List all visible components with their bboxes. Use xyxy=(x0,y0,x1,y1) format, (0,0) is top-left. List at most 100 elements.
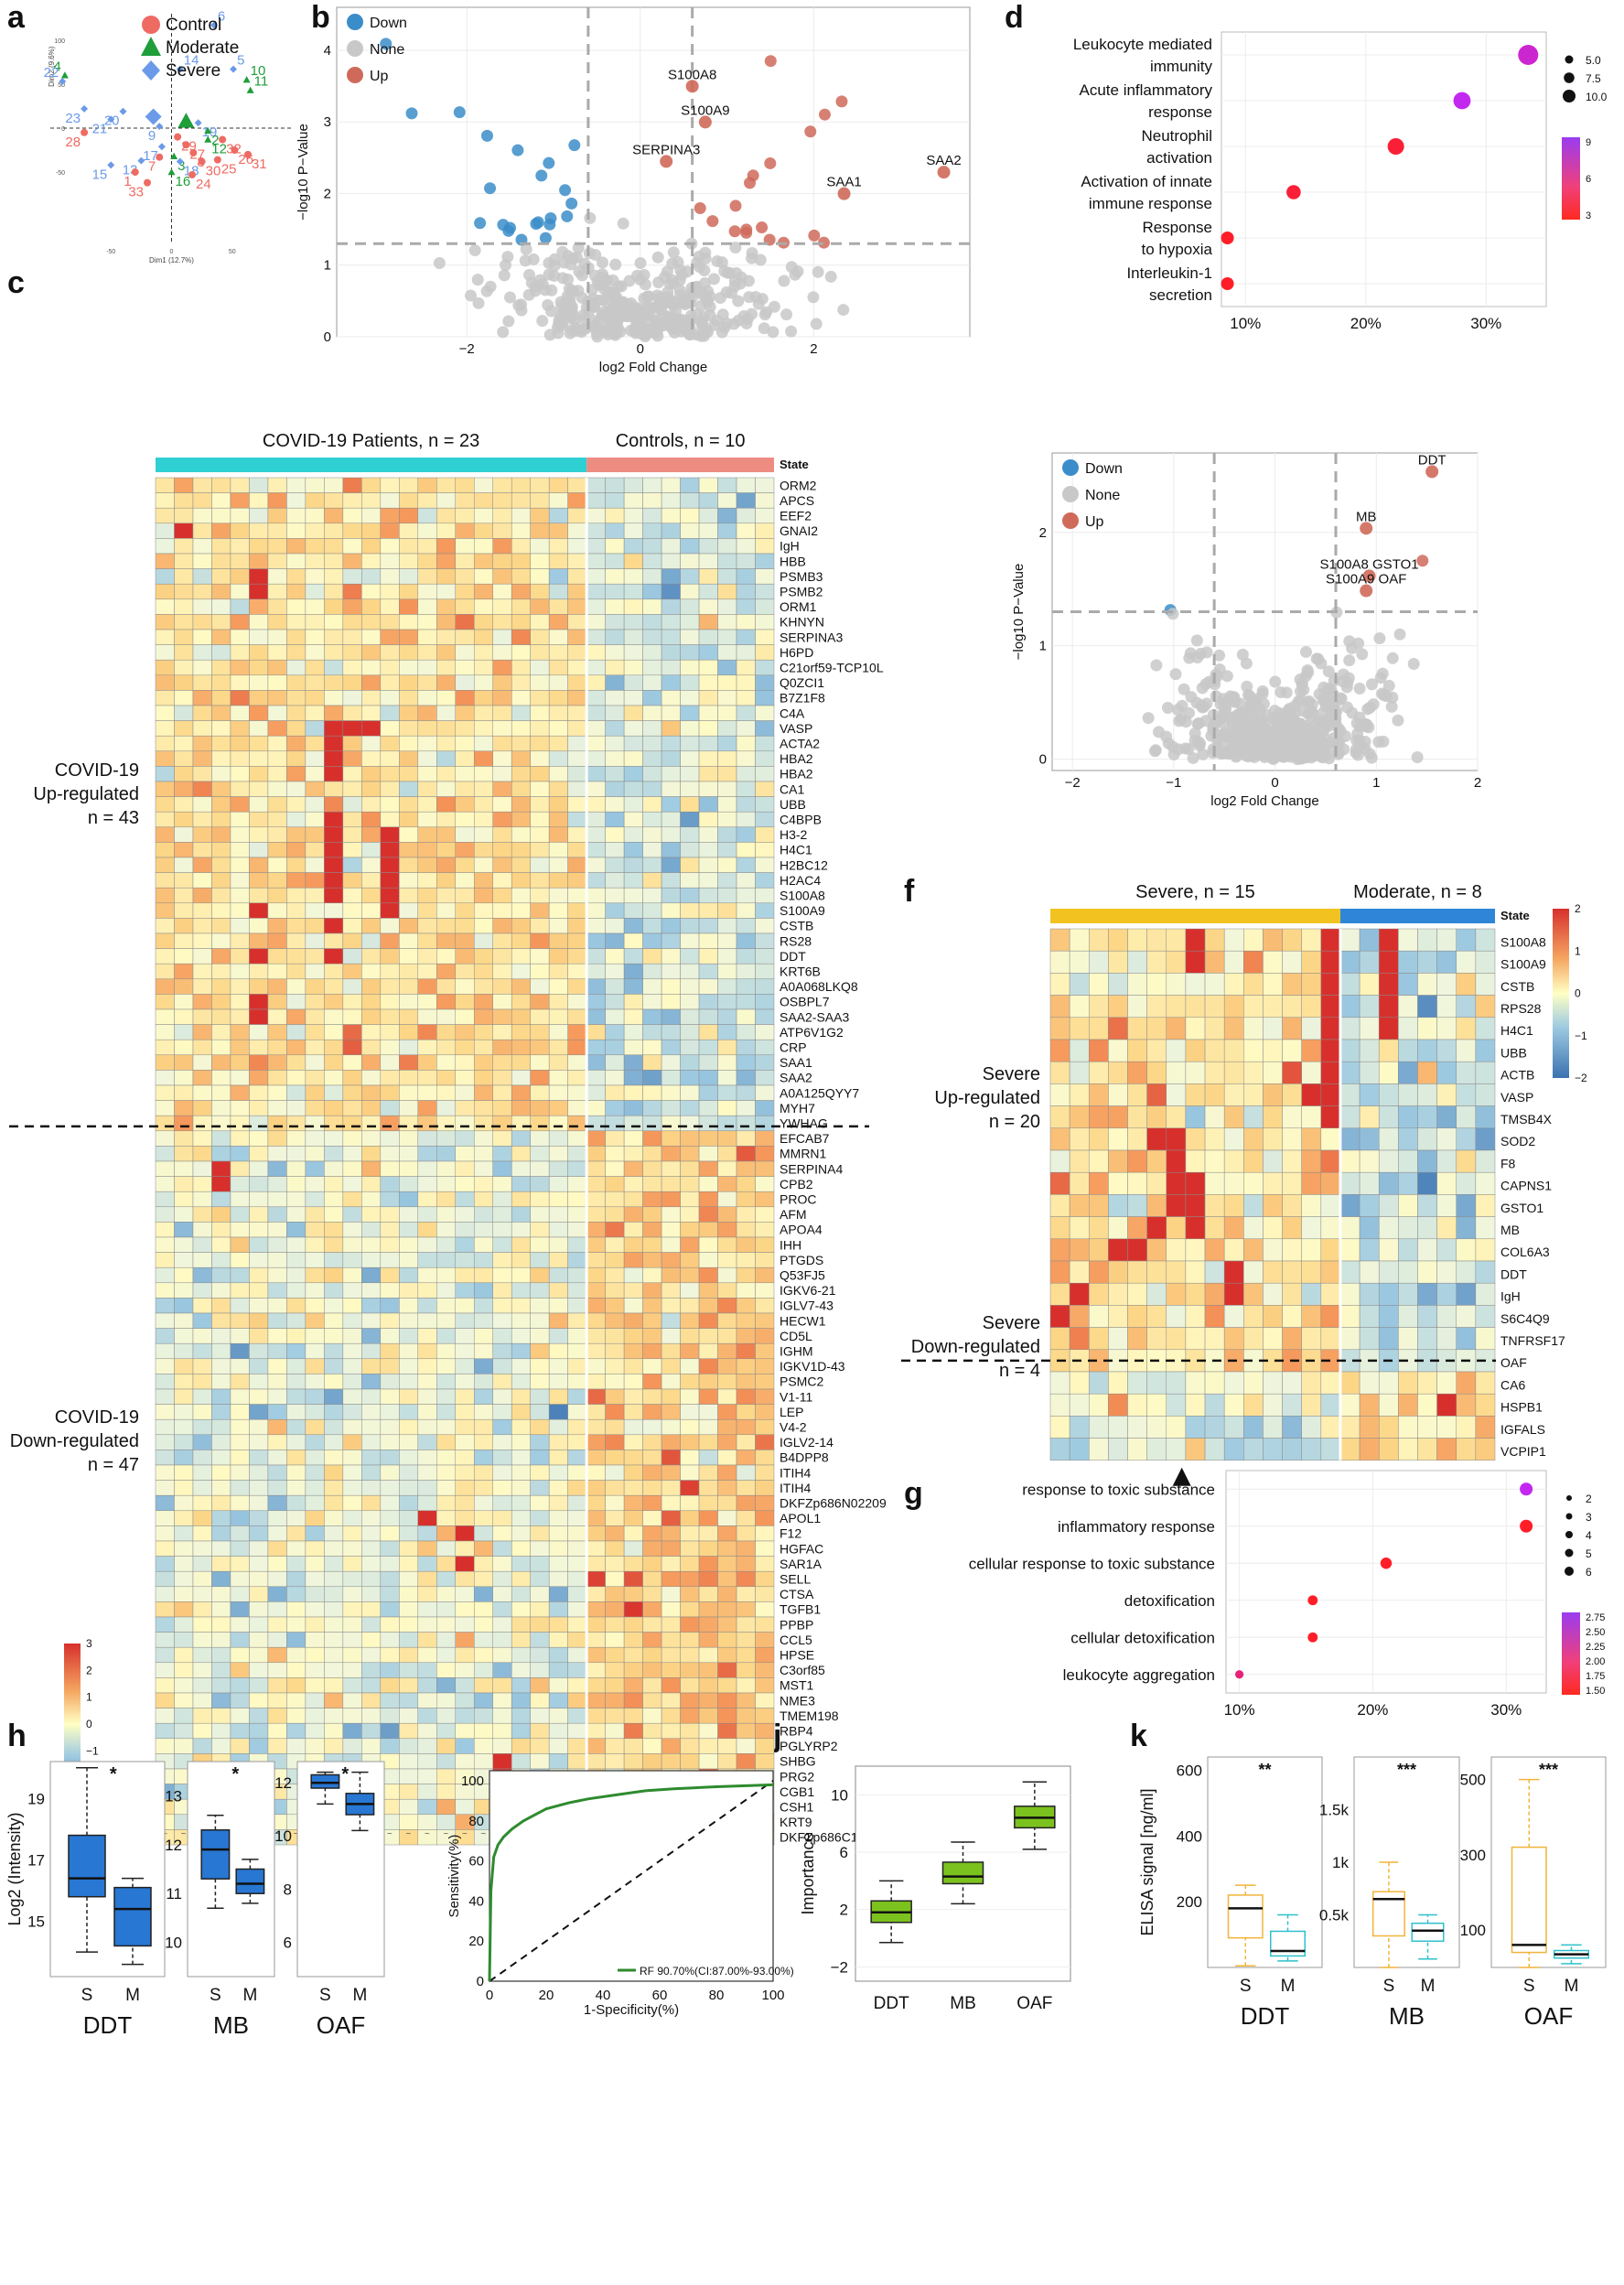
heatmap-c-cell xyxy=(473,1404,493,1420)
heatmap-c-cell xyxy=(586,1525,606,1542)
heatmap-c-cell xyxy=(680,963,700,980)
heatmap-f-cell xyxy=(1417,1039,1437,1062)
heatmap-c-cell xyxy=(661,1494,681,1512)
pca-point-label: 15 xyxy=(92,167,108,182)
heatmap-c-cell xyxy=(473,492,493,509)
heatmap-c-cell xyxy=(455,553,475,569)
heatmap-c-cell xyxy=(717,674,737,691)
heatmap-f-cell xyxy=(1378,995,1399,1019)
heatmap-c-cell xyxy=(736,750,756,767)
heatmap-c-cell xyxy=(174,1434,194,1450)
heatmap-c-cell xyxy=(230,902,250,919)
heatmap-f-cell xyxy=(1089,1438,1109,1461)
heatmap-c-cell xyxy=(736,1222,756,1238)
volcano-e-point xyxy=(1416,555,1429,567)
heatmap-c-cell xyxy=(380,598,400,615)
heatmap-c-cell xyxy=(755,1450,775,1466)
heatmap-f-cell xyxy=(1398,1039,1418,1062)
heatmap-c-cell xyxy=(605,811,625,828)
heatmap-c-cell xyxy=(623,735,643,752)
pca-point-label: 3 xyxy=(177,158,185,174)
heatmap-c-cell xyxy=(473,1601,493,1618)
heatmap-c-cell xyxy=(586,735,606,752)
heatmap-c-cell xyxy=(436,1540,457,1557)
heatmap-c-cell xyxy=(492,1374,512,1390)
volcano-b-point xyxy=(596,278,608,291)
heatmap-f-cell xyxy=(1359,1105,1380,1129)
heatmap-c-cell xyxy=(455,1738,475,1754)
heatmap-c-cell xyxy=(361,1708,382,1724)
heatmap-c-row-label: CSH1 xyxy=(780,1799,814,1814)
heatmap-f-cell xyxy=(1146,928,1167,952)
heatmap-c-cell xyxy=(473,1616,493,1633)
heatmap-c-cell xyxy=(436,507,457,524)
heatmap-c-cell xyxy=(511,1100,531,1116)
heatmap-c-cell xyxy=(548,1632,568,1648)
heatmap-c-cell xyxy=(417,963,437,980)
heatmap-c-cell xyxy=(492,1252,512,1268)
heatmap-c-cell xyxy=(455,492,475,509)
heatmap-c-cell xyxy=(211,705,231,721)
volcano-e-labeled-point xyxy=(1360,584,1373,598)
heatmap-c-cell xyxy=(342,1222,362,1238)
heatmap-c-cell xyxy=(455,1252,475,1268)
dot-g-colorbar-label: 2.00 xyxy=(1586,1656,1605,1667)
heatmap-c-cell xyxy=(155,1418,175,1436)
volcano-b-point xyxy=(768,300,780,313)
heatmap-c-cell xyxy=(661,948,681,965)
heatmap-c-cell xyxy=(717,750,737,767)
heatmap-c-cell xyxy=(717,492,737,509)
heatmap-c-cell xyxy=(455,1024,475,1040)
heatmap-c-cell xyxy=(605,750,625,767)
heatmap-f-cell xyxy=(1089,973,1109,996)
heatmap-f-cell xyxy=(1243,1061,1264,1084)
heatmap-c-cell xyxy=(567,1342,587,1360)
heatmap-c-cell xyxy=(361,477,382,493)
heatmap-f-cell xyxy=(1301,1061,1322,1084)
heatmap-f-cell xyxy=(1204,1061,1225,1084)
heatmap-f-cell xyxy=(1146,1149,1167,1173)
heatmap-c-cell xyxy=(717,1662,737,1678)
heatmap-c-cell xyxy=(249,644,269,661)
volcano-b-point xyxy=(570,321,583,334)
heatmap-c-cell xyxy=(623,538,643,555)
heatmap-f-cell xyxy=(1243,1039,1264,1062)
heatmap-c-cell xyxy=(642,1115,662,1132)
heatmap-c-cell xyxy=(492,978,512,995)
heatmap-c-cell xyxy=(736,507,756,524)
heatmap-c-color-scale-label: 0 xyxy=(86,1718,92,1730)
heatmap-f-cell xyxy=(1185,928,1206,952)
heatmap-c-cell xyxy=(605,1753,625,1770)
heatmap-c-cell xyxy=(230,1070,250,1086)
heatmap-f-cell xyxy=(1263,1282,1283,1306)
roc-ytick: 60 xyxy=(468,1854,484,1870)
heatmap-c-cell xyxy=(286,1692,307,1708)
box-h-xtick: M xyxy=(125,1986,140,2005)
heatmap-c-cell xyxy=(567,963,587,980)
heatmap-c-cell xyxy=(230,1252,250,1268)
heatmap-c-cell xyxy=(417,1358,437,1374)
heatmap-c-cell xyxy=(755,1100,775,1116)
dot-d-term-label: secretion xyxy=(1149,286,1212,304)
heatmap-c-cell xyxy=(717,1252,737,1268)
heatmap-c-cell xyxy=(605,568,625,585)
heatmap-c-cell xyxy=(361,1206,382,1223)
heatmap-c-cell xyxy=(698,1084,718,1101)
heatmap-c-cell xyxy=(567,1298,587,1314)
heatmap-c-cell xyxy=(192,1494,212,1512)
heatmap-c-cell xyxy=(548,523,568,539)
heatmap-f-cell xyxy=(1146,950,1167,974)
heatmap-c-cell xyxy=(399,1494,419,1512)
heatmap-c-cell xyxy=(661,690,681,706)
heatmap-c-cell xyxy=(473,1146,493,1162)
heatmap-c-cell xyxy=(342,1540,362,1557)
heatmap-c-cell xyxy=(642,1358,662,1374)
heatmap-c-cell xyxy=(230,1039,250,1056)
heatmap-c-cell xyxy=(567,1556,587,1572)
heatmap-c-cell xyxy=(399,1160,419,1177)
heatmap-c-cell xyxy=(417,1798,437,1816)
heatmap-c-cell xyxy=(548,659,568,676)
heatmap-c-cell xyxy=(548,872,568,889)
heatmap-c-cell xyxy=(473,1662,493,1678)
heatmap-c-group-bar-1 xyxy=(156,458,587,472)
